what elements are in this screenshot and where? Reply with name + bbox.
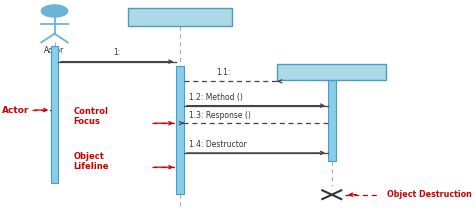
- Bar: [51, 46, 58, 183]
- Bar: [277, 64, 386, 80]
- Text: 1.4: Destructor: 1.4: Destructor: [189, 140, 246, 149]
- Circle shape: [41, 5, 68, 17]
- Text: Actor: Actor: [45, 46, 64, 55]
- Text: 1.3: Response (): 1.3: Response (): [189, 111, 251, 120]
- Text: Object Destruction: Object Destruction: [387, 190, 472, 199]
- Bar: [128, 8, 232, 26]
- Text: 1:: 1:: [113, 48, 121, 57]
- Text: 1.1:: 1.1:: [217, 68, 231, 77]
- Text: Object 1 : Class 1: Object 1 : Class 1: [147, 13, 213, 22]
- Text: 1.2: Method (): 1.2: Method (): [189, 93, 243, 102]
- Text: Object 2 : Class 2: Object 2 : Class 2: [299, 68, 365, 77]
- Text: Object
Lifeline: Object Lifeline: [73, 152, 109, 171]
- Text: Control
Focus: Control Focus: [73, 107, 109, 126]
- Bar: [176, 66, 184, 194]
- Bar: [328, 80, 336, 161]
- Text: Actor: Actor: [2, 106, 30, 114]
